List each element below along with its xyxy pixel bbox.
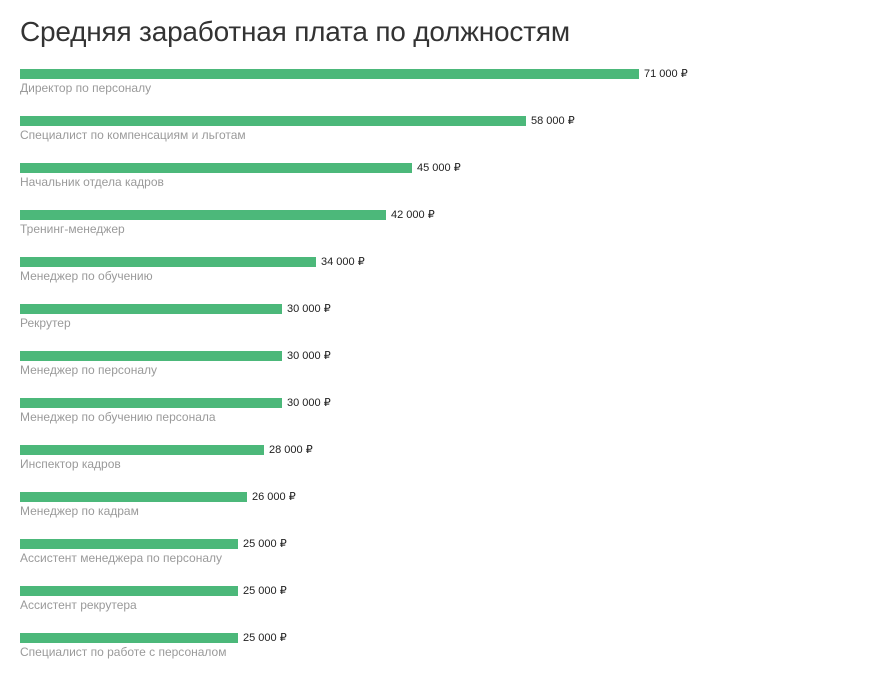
bar bbox=[20, 210, 386, 220]
bar-value-label: 45 000 ₽ bbox=[417, 162, 461, 174]
bar-value-label: 30 000 ₽ bbox=[287, 303, 331, 315]
category-label: Менеджер по обучению bbox=[20, 269, 153, 283]
bar-row: 25 000 ₽ Ассистент рекрутера bbox=[20, 585, 880, 616]
bar-value-label: 30 000 ₽ bbox=[287, 397, 331, 409]
category-label: Директор по персоналу bbox=[20, 81, 152, 95]
bar bbox=[20, 445, 264, 455]
bar-row: 28 000 ₽ Инспектор кадров bbox=[20, 444, 880, 475]
bar bbox=[20, 398, 282, 408]
category-label: Начальник отдела кадров bbox=[20, 175, 164, 189]
bar-value-label: 71 000 ₽ bbox=[644, 68, 688, 80]
bar-value-label: 42 000 ₽ bbox=[391, 209, 435, 221]
bar-row: 26 000 ₽ Менеджер по кадрам bbox=[20, 491, 880, 522]
bar-value-label: 34 000 ₽ bbox=[321, 256, 365, 268]
bar-value-label: 25 000 ₽ bbox=[243, 632, 287, 644]
bar-row: 30 000 ₽ Менеджер по персоналу bbox=[20, 350, 880, 381]
category-label: Тренинг-менеджер bbox=[20, 222, 125, 236]
category-label: Менеджер по персоналу bbox=[20, 363, 158, 377]
bar-row: 58 000 ₽ Специалист по компенсациям и льг… bbox=[20, 115, 880, 146]
bar-row: 30 000 ₽ Менеджер по обучению персонала bbox=[20, 397, 880, 428]
bar-row: 25 000 ₽ Специалист по работе с персонало… bbox=[20, 632, 880, 663]
bar bbox=[20, 116, 526, 126]
bar bbox=[20, 163, 412, 173]
bar bbox=[20, 539, 238, 549]
bar bbox=[20, 586, 238, 596]
bar-value-label: 26 000 ₽ bbox=[252, 491, 296, 503]
category-label: Ассистент рекрутера bbox=[20, 598, 137, 612]
bar bbox=[20, 351, 282, 361]
category-label: Специалист по компенсациям и льготам bbox=[20, 128, 246, 142]
bar-row: 25 000 ₽ Ассистент менеджера по персоналу bbox=[20, 538, 880, 569]
bar-value-label: 30 000 ₽ bbox=[287, 350, 331, 362]
bar-row: 42 000 ₽ Тренинг-менеджер bbox=[20, 209, 880, 240]
bar bbox=[20, 633, 238, 643]
category-label: Менеджер по обучению персонала bbox=[20, 410, 216, 424]
bar-row: 71 000 ₽ Директор по персоналу bbox=[20, 68, 880, 99]
bar bbox=[20, 304, 282, 314]
bar-row: 30 000 ₽ Рекрутер bbox=[20, 303, 880, 334]
category-label: Инспектор кадров bbox=[20, 457, 121, 471]
bar bbox=[20, 492, 247, 502]
bar-row: 45 000 ₽ Начальник отдела кадров bbox=[20, 162, 880, 193]
bar bbox=[20, 69, 639, 79]
category-label: Рекрутер bbox=[20, 316, 71, 330]
category-label: Менеджер по кадрам bbox=[20, 504, 139, 518]
bar-value-label: 58 000 ₽ bbox=[531, 115, 575, 127]
bar bbox=[20, 257, 316, 267]
bar-value-label: 28 000 ₽ bbox=[269, 444, 313, 456]
category-label: Специалист по работе с персоналом bbox=[20, 645, 227, 659]
bar-value-label: 25 000 ₽ bbox=[243, 538, 287, 550]
bar-value-label: 25 000 ₽ bbox=[243, 585, 287, 597]
bar-row: 34 000 ₽ Менеджер по обучению bbox=[20, 256, 880, 287]
chart-title: Средняя заработная плата по должностям bbox=[20, 16, 570, 47]
category-label: Ассистент менеджера по персоналу bbox=[20, 551, 223, 565]
